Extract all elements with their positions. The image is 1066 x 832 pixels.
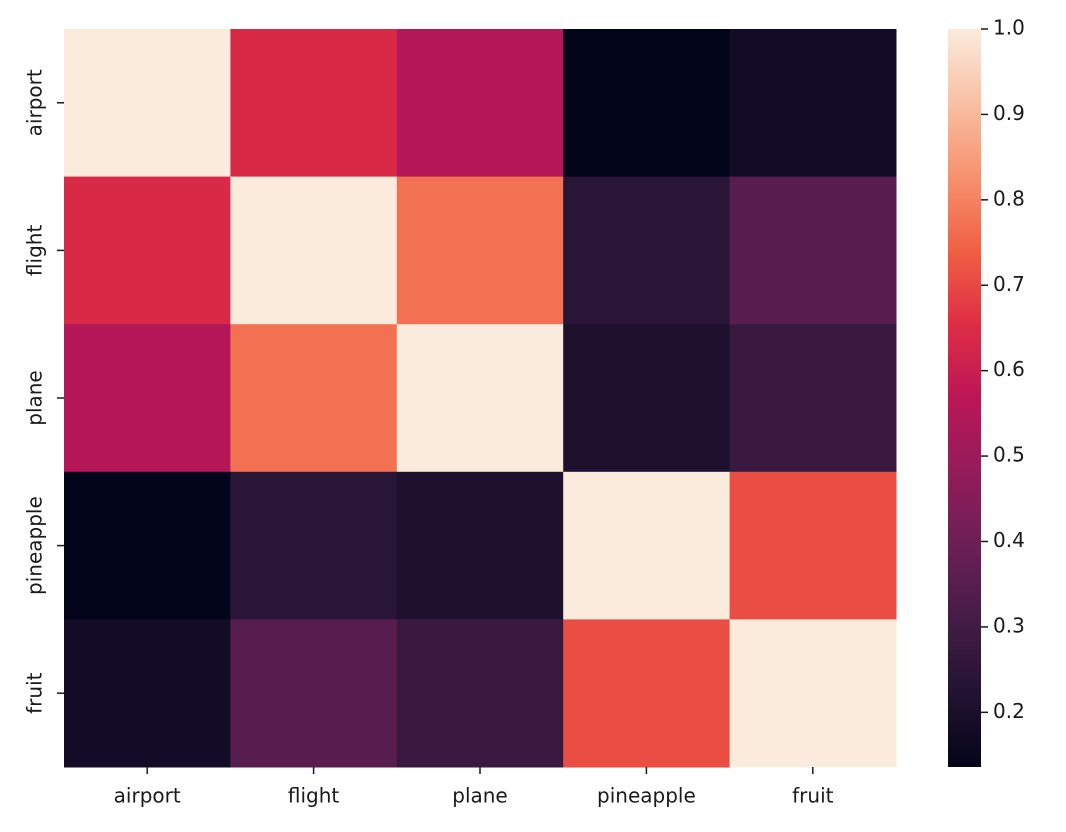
heatmap-cell <box>396 176 564 325</box>
colorbar-tick-label: 0.8 <box>993 186 1025 210</box>
y-tick-label: flight <box>23 225 47 277</box>
y-tick-label: fruit <box>23 672 47 713</box>
heatmap-cell <box>64 324 231 473</box>
heatmap-cell <box>396 29 564 178</box>
heatmap-cell <box>64 471 231 620</box>
heatmap-cell <box>563 29 731 178</box>
heatmap-cell <box>230 176 398 325</box>
colorbar-tick-label: 0.2 <box>993 699 1025 723</box>
heatmap-cell <box>230 471 398 620</box>
heatmap-cell <box>230 324 398 473</box>
heatmap-cell <box>563 324 731 473</box>
heatmap-cell <box>230 619 398 768</box>
heatmap-cell <box>729 29 897 178</box>
x-tick-label: airport <box>114 784 181 808</box>
heatmap-cell <box>64 619 231 768</box>
heatmap-cell <box>396 324 564 473</box>
y-tick-label: airport <box>23 69 47 136</box>
heatmap-cell <box>563 471 731 620</box>
heatmap-cell <box>729 619 897 768</box>
colorbar-tick-label: 0.3 <box>993 613 1025 637</box>
heatmap-cell <box>729 471 897 620</box>
colorbar-tick-label: 0.9 <box>993 101 1025 125</box>
heatmap-cell <box>729 176 897 325</box>
heatmap-cell <box>729 324 897 473</box>
colorbar-tick-label: 0.5 <box>993 443 1025 467</box>
x-tick-label: flight <box>288 784 340 808</box>
heatmap-cell <box>563 176 731 325</box>
heatmap-cell <box>230 29 398 178</box>
colorbar-tick-label: 0.6 <box>993 357 1025 381</box>
heatmap-cell <box>64 176 231 325</box>
colorbar-tick-label: 0.7 <box>993 272 1025 296</box>
x-tick-label: plane <box>452 784 508 808</box>
colorbar <box>948 29 981 767</box>
x-tick-label: fruit <box>792 784 833 808</box>
heatmap-cell <box>396 471 564 620</box>
heatmap-cell <box>396 619 564 768</box>
heatmap-cell <box>64 29 231 178</box>
colorbar-tick-label: 0.4 <box>993 528 1025 552</box>
colorbar-tick-label: 1.0 <box>993 16 1025 40</box>
heatmap-cell <box>563 619 731 768</box>
y-tick-label: pineapple <box>23 496 47 595</box>
y-tick-label: plane <box>23 370 47 426</box>
x-tick-label: pineapple <box>597 784 696 808</box>
